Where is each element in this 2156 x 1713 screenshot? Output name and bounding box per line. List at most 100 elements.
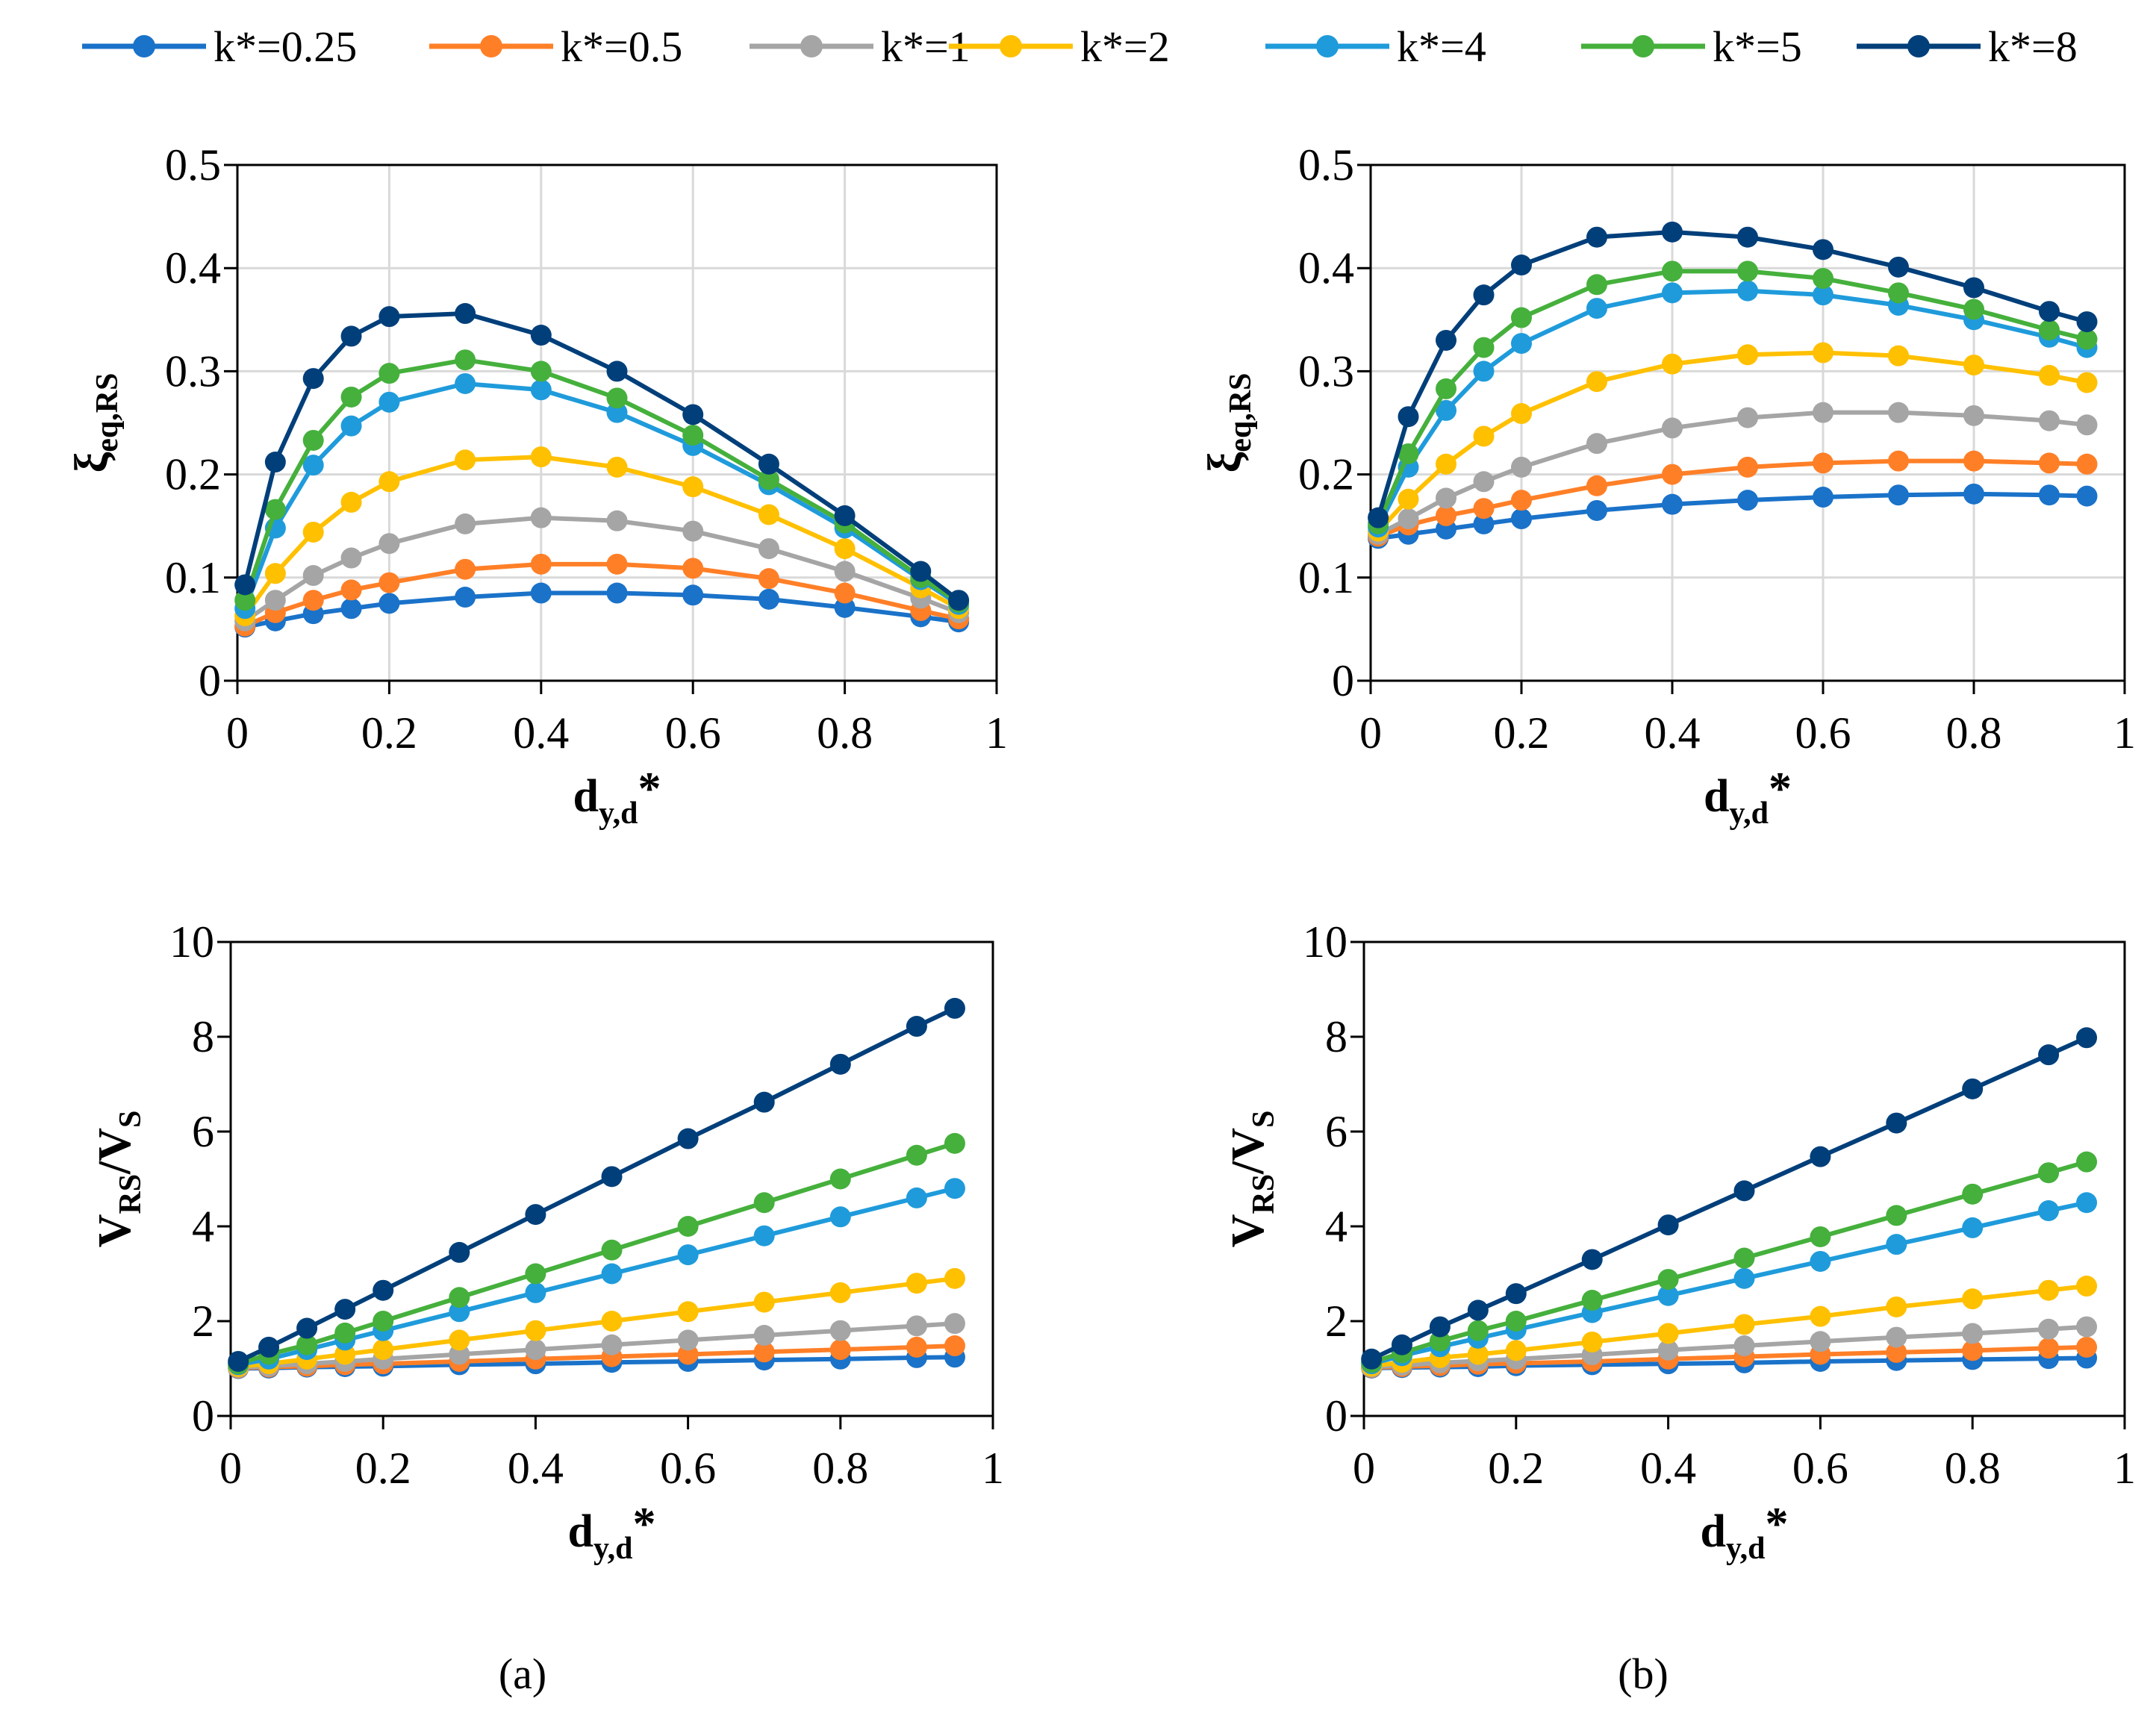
data-point (1886, 1205, 1907, 1226)
data-point (340, 386, 362, 408)
data-point (1810, 1331, 1831, 1352)
data-point (682, 476, 704, 498)
panel-label-a: (a) (499, 1650, 546, 1698)
legend-marker (800, 35, 823, 57)
data-point (378, 363, 400, 384)
y-tick-label: 6 (192, 1107, 214, 1156)
data-point (258, 1336, 280, 1358)
data-point (2038, 1200, 2060, 1222)
data-point (1737, 260, 1758, 282)
data-point (1436, 453, 1456, 475)
x-tick-label: 0.2 (1494, 708, 1550, 758)
data-point (606, 456, 628, 478)
data-point (455, 513, 476, 534)
plot-frame (236, 163, 998, 682)
x-axis-label: dy,d* (1704, 764, 1792, 831)
data-point (1886, 1341, 1907, 1363)
data-point (601, 1166, 623, 1188)
data-point (753, 1325, 775, 1347)
data-point (677, 1301, 699, 1323)
data-point (1586, 499, 1607, 521)
data-point (1733, 1314, 1755, 1335)
data-point (1586, 433, 1607, 455)
data-point (373, 1339, 394, 1361)
data-point (1662, 282, 1683, 304)
series-k*=5 (228, 1132, 965, 1375)
data-point (378, 471, 400, 493)
legend: k*=0.25 k*=0.5 k*=1 k*=2 k*=4 k*=5 k*=8 (82, 22, 2078, 71)
data-point (834, 505, 856, 526)
data-point (1963, 299, 1984, 320)
data-point (2076, 328, 2098, 350)
data-point (1436, 399, 1456, 421)
y-tick-label: 0.5 (165, 140, 221, 190)
y-axis-label: VRS/VS (1223, 1111, 1281, 1248)
data-point (1586, 371, 1607, 393)
data-point (1505, 1340, 1527, 1361)
y-tick-label: 0.1 (165, 553, 221, 602)
series-k*=8 (234, 303, 970, 611)
data-point (829, 1168, 851, 1190)
data-point (1737, 407, 1758, 428)
data-point (449, 1329, 470, 1351)
data-point (2076, 1336, 2098, 1358)
y-axis-label: ξeq,RS (66, 373, 125, 473)
data-point (601, 1263, 623, 1285)
data-point (1436, 487, 1456, 509)
data-point (455, 303, 476, 325)
data-point (1810, 1226, 1831, 1247)
y-tick-label: 0.4 (1298, 243, 1354, 293)
y-tick-label: 0 (199, 656, 221, 705)
plot-frame (1362, 940, 2126, 1417)
data-point (1737, 280, 1758, 302)
data-point (525, 1204, 546, 1226)
data-point (1810, 1146, 1831, 1167)
legend-label: k*=4 (1397, 22, 1486, 71)
y-tick-label: 10 (169, 917, 214, 967)
data-point (1429, 1316, 1451, 1338)
series-k*=1 (1368, 402, 2098, 545)
plot-a-top: 0 0.2 0.4 0.6 0.8 1 0 0.1 0.2 0.3 0.4 0.5 dy,d* ξeq,R… (66, 140, 1008, 831)
data-point (1737, 344, 1758, 366)
x-tick-label: 0 (219, 1444, 242, 1493)
data-point (1467, 1320, 1489, 1341)
data-point (2038, 1279, 2060, 1301)
data-point (2076, 1316, 2098, 1338)
data-point (378, 572, 400, 593)
y-tick-label: 0 (192, 1391, 214, 1441)
y-tick-label: 0.3 (165, 346, 221, 396)
data-point (753, 1291, 775, 1313)
y-tick-label: 4 (192, 1202, 214, 1251)
data-point (1511, 508, 1532, 530)
data-point (1888, 450, 1909, 472)
data-point (1473, 513, 1495, 534)
x-tick-label: 0 (1359, 708, 1382, 758)
legend-label: k*=8 (1988, 22, 2078, 71)
data-point (525, 1320, 546, 1341)
series-k*=8 (1368, 221, 2098, 528)
x-tick-label: 0 (226, 708, 249, 758)
y-tick-label: 0.4 (165, 243, 221, 293)
x-tick-label: 0.8 (1946, 708, 2002, 758)
legend-label: k*=0.5 (561, 22, 682, 71)
data-point (758, 453, 779, 475)
data-point (1505, 1311, 1527, 1332)
data-point (1586, 475, 1607, 496)
data-point (1436, 378, 1456, 399)
data-point (758, 504, 779, 525)
data-point (340, 491, 362, 513)
data-point (378, 391, 400, 413)
data-point (682, 520, 704, 542)
series-k*=0.5 (234, 553, 970, 637)
legend-label: k*=5 (1713, 22, 1802, 71)
data-point (1473, 471, 1495, 493)
data-point (334, 1322, 356, 1344)
data-point (1963, 277, 1984, 299)
data-point (449, 1241, 470, 1263)
data-point (1511, 333, 1532, 355)
data-point (1473, 498, 1495, 519)
y-tick-label: 0.1 (1298, 553, 1354, 602)
data-point (829, 1206, 851, 1228)
data-point (1473, 337, 1495, 358)
data-point (378, 533, 400, 555)
